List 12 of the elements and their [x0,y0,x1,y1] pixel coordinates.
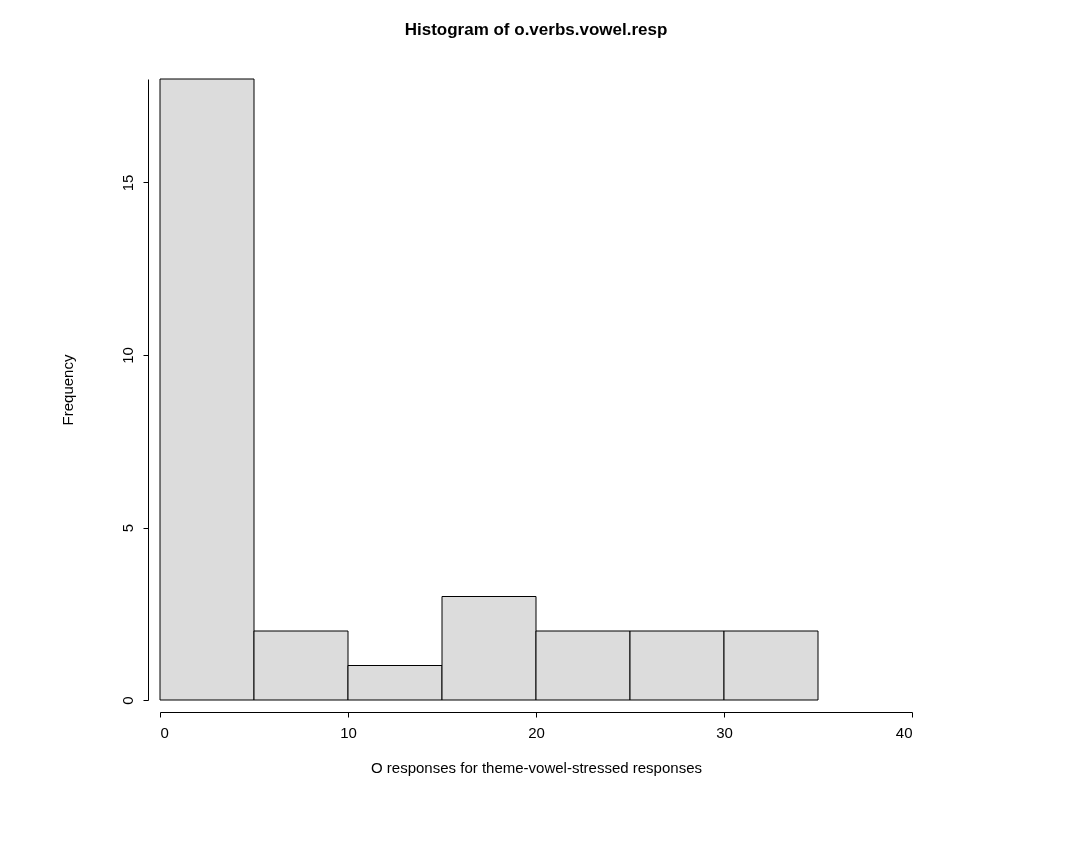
y-tick-label: 10 [118,347,136,364]
y-tick-label: 0 [118,696,136,705]
x-tick-label: 0 [160,723,169,741]
y-tick-label: 5 [118,523,136,533]
x-tick-label: 30 [716,723,733,741]
x-tick-label: 10 [340,723,357,741]
x-axis-title: O responses for theme-vowel-stressed responses [371,758,702,776]
x-tick-label: 40 [895,723,913,741]
chart-title: Histogram of o.verbs.vowel.resp [404,19,668,39]
y-tick-label: 15 [118,174,136,192]
x-tick-label: 20 [528,723,545,741]
y-axis-title: Frequency [58,354,76,426]
